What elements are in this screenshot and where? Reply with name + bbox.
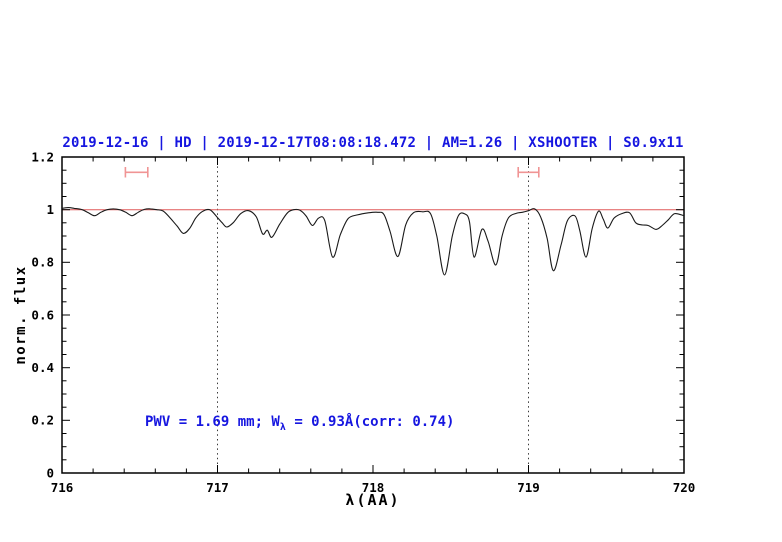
pwv-annotation-suffix: = 0.93Å(corr: 0.74) (285, 414, 455, 430)
y-tick-label: 0.6 (31, 307, 54, 322)
pwv-annotation: PWV = 1.69 mm; Wλ = 0.93Å(corr: 0.74) (145, 414, 454, 433)
y-tick-label: 1.2 (31, 149, 54, 164)
x-tick-label: 719 (517, 480, 540, 495)
y-tick-label: 0 (46, 465, 54, 480)
pwv-annotation-subscript: λ (279, 421, 286, 433)
y-axis-label: norm. flux (13, 265, 29, 365)
y-tick-label: 1 (46, 202, 54, 217)
x-tick-label: 720 (673, 480, 696, 495)
x-tick-label: 718 (362, 480, 385, 495)
y-tick-label: 0.2 (31, 413, 54, 428)
plot-title: 2019-12-16 | HD | 2019-12-17T08:08:18.47… (62, 135, 684, 151)
x-axis-label: λ(AA) (345, 491, 401, 509)
spectrum-line (61, 207, 685, 276)
y-tick-label: 0.8 (31, 255, 54, 270)
pwv-annotation-prefix: PWV = 1.69 mm; W (145, 414, 280, 430)
plot-frame (61, 156, 685, 474)
x-tick-label: 717 (206, 480, 229, 495)
x-tick-label: 716 (51, 480, 74, 495)
y-tick-label: 0.4 (31, 360, 54, 375)
